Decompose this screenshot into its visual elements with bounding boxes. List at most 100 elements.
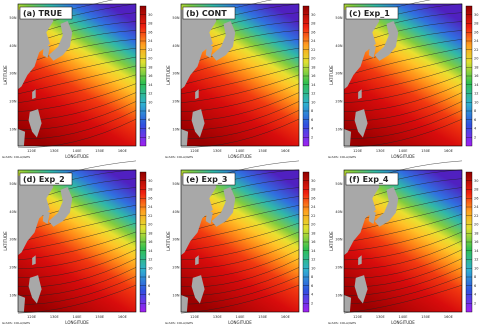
y-tick-label: 30N	[9, 72, 16, 76]
title-box	[345, 172, 399, 186]
x-tick-label: 130E	[213, 315, 222, 319]
contour-line	[17, 83, 137, 112]
colorbar-tick-label: 22	[474, 48, 478, 52]
colorbar-tick-label: 4	[148, 127, 151, 131]
colorbar-tick-label: 22	[148, 214, 152, 218]
y-axis-label: LATITUDE	[3, 65, 8, 85]
y-tick-label: 40N	[172, 210, 179, 214]
credit: GrADS: COLA/IGES	[2, 321, 30, 325]
colorbar-tick-label: 26	[311, 30, 315, 34]
y-tick-label: 20N	[9, 265, 16, 269]
x-tick-label: 140E	[236, 149, 245, 153]
contour-line	[17, 240, 137, 269]
colorbar-tick-label: 4	[148, 293, 151, 297]
land	[344, 294, 352, 312]
contour-line	[17, 74, 137, 103]
x-tick-label: 130E	[50, 149, 59, 153]
colorbar-tick-label: 2	[311, 135, 313, 139]
y-tick-label: 40N	[335, 44, 342, 48]
land	[48, 187, 73, 227]
colorbar-tick-label: 28	[474, 22, 478, 26]
y-tick-label: 50N	[9, 182, 16, 186]
x-tick-label: 150E	[95, 149, 104, 153]
contour-line	[180, 47, 300, 77]
colorbar-tick-label: 24	[311, 205, 316, 209]
colorbar-tick-label: 18	[148, 65, 152, 69]
colorbar-tick-label: 12	[474, 258, 478, 262]
land	[42, 43, 50, 58]
contour-line	[180, 83, 300, 112]
x-tick-label: 160E	[118, 315, 127, 319]
map-frame	[343, 3, 463, 147]
colorbar-tick-label: 24	[311, 39, 316, 43]
contour-line	[17, 276, 137, 305]
land	[344, 9, 380, 90]
y-tick-label: 20N	[172, 99, 179, 103]
x-tick-label: 120E	[353, 315, 362, 319]
credit: GrADS: COLA/IGES	[328, 155, 356, 159]
land	[18, 294, 26, 312]
colorbar-tick-label: 24	[474, 205, 479, 209]
colorbar-tick-label: 22	[148, 48, 152, 52]
y-tick-label: 10N	[172, 127, 179, 131]
colorbar-tick-label: 20	[148, 223, 152, 227]
colorbar-tick-label: 26	[311, 196, 315, 200]
contour-line	[343, 118, 463, 148]
colorbar-tick-label: 24	[148, 39, 153, 43]
y-axis-label: LATITUDE	[3, 231, 8, 251]
colorbar-tick-label: 22	[474, 214, 478, 218]
colorbar-tick-label: 18	[474, 231, 478, 235]
colorbar-tick-label: 4	[474, 127, 477, 131]
colorbar-tick-label: 20	[148, 57, 152, 61]
map-frame	[17, 3, 137, 147]
x-tick-label: 160E	[444, 149, 453, 153]
x-tick-label: 130E	[50, 315, 59, 319]
colorbar-tick-label: 30	[148, 13, 152, 17]
panel-title: (f) Exp_4	[349, 175, 389, 184]
x-tick-label: 140E	[73, 315, 82, 319]
land	[354, 109, 368, 138]
x-tick-label: 120E	[27, 149, 36, 153]
x-axis-label: LONGITUDE	[65, 154, 89, 159]
colorbar-tick-label: 24	[148, 205, 153, 209]
x-tick-label: 130E	[376, 315, 385, 319]
colorbar-tick-label: 22	[311, 214, 315, 218]
colorbar-tick-label: 18	[148, 231, 152, 235]
colorbar-tick-label: 10	[148, 100, 152, 104]
colorbar-tick-label: 8	[148, 275, 150, 279]
colorbar-tick-label: 16	[474, 240, 478, 244]
colorbar-tick-label: 22	[311, 48, 315, 52]
contour-line	[17, 118, 137, 148]
colorbar-tick-label: 26	[148, 196, 152, 200]
y-tick-label: 20N	[9, 99, 16, 103]
land	[18, 128, 26, 146]
land	[368, 209, 376, 224]
contour-line	[17, 56, 137, 86]
contour-line	[343, 276, 463, 305]
colorbar-tick-label: 12	[474, 92, 478, 96]
contour-line	[180, 110, 300, 139]
colorbar-tick-label: 16	[311, 240, 315, 244]
contour-line	[343, 213, 463, 243]
credit: GrADS: COLA/IGES	[328, 321, 356, 325]
colorbar-tick-label: 12	[311, 92, 315, 96]
contour-line	[343, 231, 463, 261]
credit: GrADS: COLA/IGES	[165, 321, 193, 325]
y-tick-label: 10N	[335, 127, 342, 131]
x-tick-label: 140E	[399, 149, 408, 153]
colorbar-tick-label: 4	[311, 293, 314, 297]
map-panel: (e) Exp_3 120E 130E 140E 150E 160E 10N 20N 30N 40…	[165, 160, 316, 325]
colorbar-tick-label: 16	[311, 74, 315, 78]
map-panel: (a) TRUE 120E 130E 140E 150E 160E 10N 20N 30N 40N…	[2, 0, 153, 159]
credit: GrADS: COLA/IGES	[165, 155, 193, 159]
land	[181, 294, 189, 312]
land	[181, 175, 217, 256]
colorbar-tick-label: 20	[474, 223, 478, 227]
y-tick-label: 50N	[172, 16, 179, 20]
credit: GrADS: COLA/IGES	[2, 155, 30, 159]
x-axis-label: LONGITUDE	[391, 154, 415, 159]
land	[358, 255, 362, 266]
colorbar-tick-label: 10	[311, 100, 315, 104]
colorbar-tick-label: 14	[474, 249, 479, 253]
x-tick-label: 140E	[73, 149, 82, 153]
